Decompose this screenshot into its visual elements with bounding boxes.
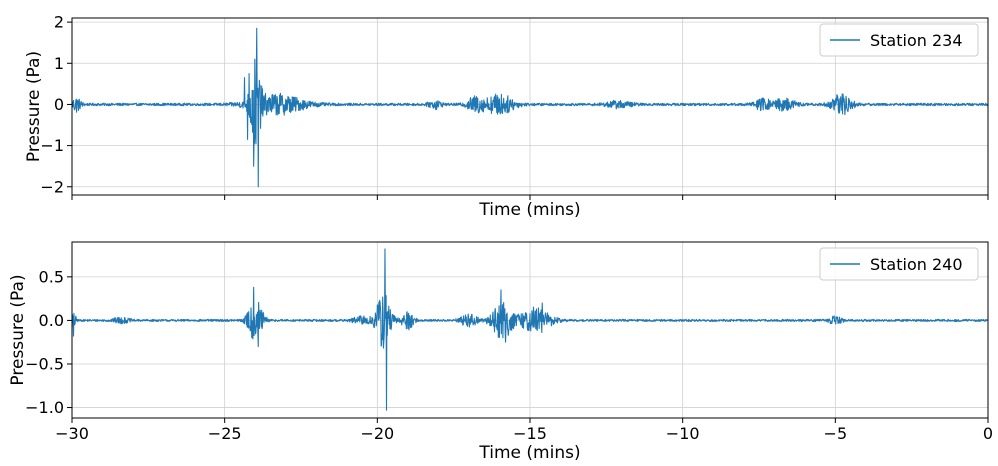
x-tick-label: −25 xyxy=(208,424,242,443)
top-legend-box xyxy=(819,23,979,57)
x-tick-label: −20 xyxy=(360,424,394,443)
top-xaxis-label: Time (mins) xyxy=(478,200,580,220)
series-line-station-234 xyxy=(71,27,989,188)
top-yaxis-label: Pressure (Pa) xyxy=(24,51,44,162)
y-tick-label: −2 xyxy=(40,177,64,196)
bottom-legend-label: Station 240 xyxy=(870,255,963,274)
bottom-series-layer xyxy=(71,248,989,411)
y-tick-label: 0 xyxy=(54,95,64,114)
y-tick-label: −0.5 xyxy=(25,354,64,373)
bottom-xaxis-label: Time (mins) xyxy=(478,443,580,463)
x-tick-label: −15 xyxy=(513,424,547,443)
y-tick-label: −1 xyxy=(40,136,64,155)
bottom-yaxis-label: Pressure (Pa) xyxy=(8,274,28,385)
x-tick-label: 0 xyxy=(983,424,993,443)
top-legend: Station 234 xyxy=(819,23,979,57)
y-tick-label: 2 xyxy=(54,13,64,32)
y-tick-label: −1.0 xyxy=(25,398,64,417)
bottom-subplot: −30 −25 −20 −15 −10 −5 0 −1.0 −0.5 0.0 0.5 Time (m… xyxy=(8,241,993,463)
top-subplot: −2 −1 0 1 2 Time (mins) Pressure (Pa) Statio… xyxy=(24,13,989,220)
bottom-legend: Station 240 xyxy=(819,247,979,281)
top-series-layer xyxy=(71,27,989,188)
x-tick-label: −30 xyxy=(55,424,89,443)
top-legend-label: Station 234 xyxy=(870,31,963,50)
x-tick-label: −10 xyxy=(666,424,700,443)
bottom-ticks: −30 −25 −20 −15 −10 −5 0 −1.0 −0.5 0.0 0.5 xyxy=(25,267,993,443)
top-ticks: −2 −1 0 1 2 xyxy=(40,13,989,200)
y-tick-label: 0.0 xyxy=(39,311,64,330)
x-tick-label: −5 xyxy=(824,424,848,443)
bottom-legend-box xyxy=(819,247,979,281)
series-line-station-240 xyxy=(71,248,989,411)
y-tick-label: 1 xyxy=(54,54,64,73)
y-tick-label: 0.5 xyxy=(39,267,64,286)
